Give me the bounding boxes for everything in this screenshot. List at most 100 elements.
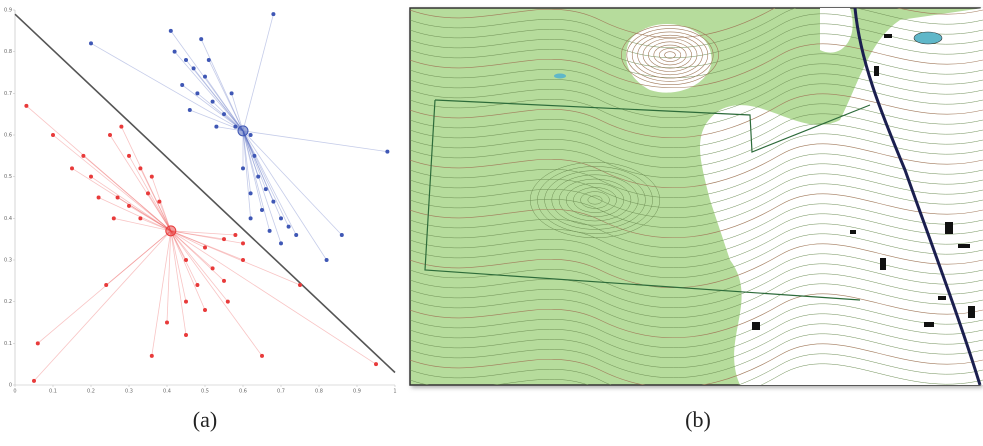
pond: [554, 73, 566, 79]
contour: [529, 161, 661, 239]
point: [324, 258, 329, 262]
point: [210, 266, 215, 271]
spoke: [117, 197, 172, 232]
spoke: [170, 30, 244, 132]
spoke: [204, 76, 244, 132]
spoke: [242, 130, 263, 211]
spoke: [170, 230, 198, 286]
scatter-panel: 0 0.1 0.2 0.3 0.4 0.5 0.6 0.7 0.8 0.9 1 0 0.1 0.2 0.3 0…: [4, 8, 397, 395]
spoke: [170, 230, 187, 336]
contour: [642, 38, 698, 72]
y-tick-label: 0: [9, 383, 12, 389]
point: [184, 299, 188, 304]
contour: [410, 73, 983, 119]
spoke: [170, 230, 206, 248]
boundary-line: [434, 99, 871, 153]
contour: [410, 293, 983, 339]
point: [138, 216, 143, 221]
contour: [565, 182, 625, 218]
point: [233, 124, 238, 129]
x-tick-label: 0: [13, 389, 16, 395]
point: [229, 91, 234, 96]
centroid: [165, 225, 177, 237]
contour: [637, 34, 703, 76]
spoke: [231, 93, 244, 131]
point: [252, 153, 257, 158]
contour: [410, 233, 983, 279]
point: [248, 133, 253, 137]
point: [210, 99, 215, 104]
spoke: [181, 84, 244, 132]
contour: [410, 283, 983, 329]
point: [184, 58, 188, 62]
point: [165, 320, 169, 325]
spoke: [242, 130, 388, 153]
x-tick-label: 0.7: [277, 389, 285, 395]
point: [119, 124, 124, 129]
spoke: [242, 130, 282, 219]
pond: [913, 31, 943, 45]
point: [263, 187, 268, 192]
spoke: [170, 230, 213, 269]
point: [115, 195, 120, 200]
spoke: [170, 230, 206, 311]
point: [294, 233, 299, 237]
spoke: [242, 130, 343, 236]
point: [203, 245, 207, 250]
y-tick-label: 0.1: [4, 341, 12, 347]
contour: [621, 24, 719, 86]
boundary-line: [424, 99, 861, 301]
spoke: [197, 93, 244, 132]
contour: [410, 133, 983, 179]
contour: [410, 203, 983, 249]
contour: [410, 193, 983, 239]
contour: [410, 343, 983, 385]
contour: [410, 123, 983, 169]
point: [195, 283, 200, 287]
contour: [410, 8, 983, 39]
contour: [410, 363, 983, 385]
point: [225, 299, 230, 304]
point: [127, 203, 131, 208]
contour: [544, 170, 646, 230]
spoke: [242, 130, 297, 236]
point: [385, 149, 390, 154]
spoke: [105, 230, 172, 286]
point: [70, 166, 74, 171]
spoke: [33, 230, 172, 382]
contour: [410, 243, 983, 289]
point: [96, 195, 101, 200]
contour: [410, 223, 983, 269]
spoke: [242, 130, 289, 227]
contour: [410, 303, 983, 349]
point: [81, 153, 86, 158]
contour: [626, 28, 714, 82]
spoke: [242, 130, 270, 231]
spoke: [242, 130, 251, 219]
spoke: [170, 230, 225, 282]
contour: [410, 103, 983, 149]
point: [271, 199, 276, 204]
x-tick-label: 1: [393, 389, 396, 395]
contour: [410, 163, 983, 209]
point: [168, 28, 173, 33]
contour-lines: [410, 8, 983, 385]
map-panel: [409, 7, 983, 386]
contour: [573, 187, 617, 213]
point: [127, 153, 131, 158]
y-tick-label: 0.6: [4, 133, 12, 139]
y-tick-label: 0.7: [4, 91, 12, 97]
spoke: [212, 101, 244, 132]
spoke: [200, 39, 244, 131]
point: [51, 133, 55, 137]
y-tick-label: 0.5: [4, 174, 12, 180]
map-terrain: [410, 8, 983, 385]
contour: [410, 263, 983, 309]
contour: [551, 174, 639, 226]
point: [206, 58, 211, 62]
y-tick-label: 0.3: [4, 258, 12, 264]
point: [339, 233, 344, 237]
spoke: [185, 59, 244, 132]
contour: [410, 153, 983, 199]
